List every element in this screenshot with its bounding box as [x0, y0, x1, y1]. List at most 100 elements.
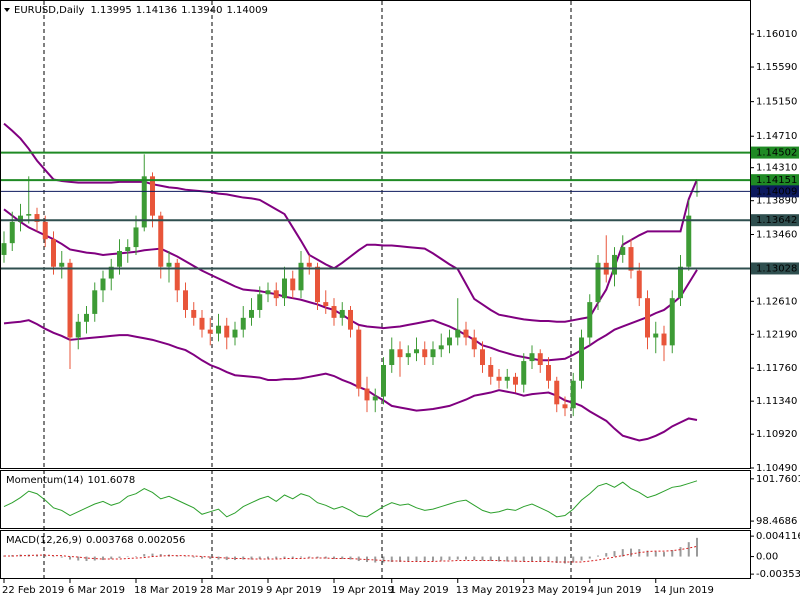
candle-body — [92, 290, 98, 314]
macd-bar — [126, 556, 129, 558]
x-tick-label: 18 Mar 2019 — [134, 585, 197, 596]
candle-body — [686, 215, 692, 267]
macd-bar — [646, 550, 649, 557]
candle-body — [496, 376, 502, 381]
candle-body — [108, 266, 114, 279]
bollinger-middle — [3, 208, 698, 362]
header-close: 1.14009 — [227, 5, 268, 16]
candle-body — [224, 325, 230, 338]
y-tick-label: 1.15150 — [756, 97, 797, 108]
y-tick-label: 1.15590 — [756, 62, 797, 73]
y-tick-label: 101.7601 — [756, 474, 800, 485]
header-low: 1.13940 — [181, 5, 222, 16]
macd-bar — [357, 556, 360, 562]
candle-body — [174, 262, 180, 291]
macd-bar — [93, 556, 96, 561]
macd-bar — [201, 556, 203, 559]
y-tick-label: 1.13460 — [756, 230, 797, 241]
macd-bar — [531, 556, 533, 562]
candle-body — [570, 380, 576, 409]
candle-body — [183, 290, 188, 310]
bollinger-upper — [3, 122, 698, 323]
candle-body — [315, 266, 320, 303]
macd-bar — [432, 556, 434, 562]
y-tick-label: 1.10490 — [756, 463, 797, 474]
x-tick-label: 1 May 2019 — [390, 585, 449, 596]
macd-signal-value: 0.002056 — [138, 535, 186, 546]
bollinger-lower — [3, 319, 698, 442]
candle-body — [323, 302, 329, 307]
collapse-icon — [4, 8, 10, 12]
momentum-line — [3, 480, 698, 518]
macd-bar — [621, 549, 624, 557]
candle-body — [125, 247, 131, 252]
candle-body — [67, 262, 73, 338]
candle-body — [141, 176, 147, 228]
y-tick-label: 1.11760 — [756, 363, 797, 374]
candle-body — [273, 290, 279, 299]
y-tick-label: -0.003539 — [756, 569, 800, 580]
macd-bar — [308, 556, 311, 558]
candle-body — [562, 404, 568, 409]
candle-body — [290, 278, 296, 291]
momentum-value: 101.6078 — [88, 475, 136, 486]
macd-bar — [36, 555, 38, 557]
macd-bar — [159, 554, 162, 557]
macd-bar — [522, 556, 525, 562]
candle-body — [150, 176, 155, 216]
level-label: 1.13642 — [756, 215, 797, 226]
candle-body — [75, 321, 81, 338]
candle-body — [9, 221, 15, 244]
level-box — [751, 214, 799, 227]
header-high: 1.14136 — [136, 5, 177, 16]
macd-bar — [242, 556, 245, 560]
macd-bar — [423, 556, 426, 562]
macd-bar — [184, 556, 187, 558]
macd-bar — [679, 547, 682, 557]
candle-body — [298, 262, 304, 291]
candle-body — [240, 317, 246, 330]
candle-body — [595, 262, 601, 303]
candle-body — [628, 247, 634, 271]
candle-body — [587, 302, 593, 338]
candle-body — [348, 309, 353, 330]
macd-bar — [44, 555, 47, 557]
macd-signal — [4, 545, 698, 563]
candle-body — [513, 376, 518, 385]
candle-body — [521, 361, 527, 385]
candle-body — [216, 325, 221, 334]
candle-body — [339, 309, 345, 318]
candle-body — [694, 191, 700, 193]
candle-body — [447, 337, 452, 346]
y-tick-label: 1.12610 — [756, 296, 797, 307]
candle-body — [381, 365, 386, 397]
candle-body — [331, 306, 337, 318]
candle-body — [678, 266, 683, 299]
macd-bar — [250, 556, 253, 560]
candle-body — [26, 214, 32, 216]
candle-body — [59, 262, 65, 267]
y-tick-label: 1.13890 — [756, 196, 797, 207]
candle-body — [306, 262, 312, 267]
y-tick-label: 1.10920 — [756, 429, 797, 440]
level-box — [751, 262, 799, 275]
macd-bar — [192, 556, 195, 558]
macd-bar — [85, 556, 88, 562]
candle-body — [282, 278, 287, 299]
x-tick-label: 13 May 2019 — [456, 585, 521, 596]
macd-bar — [687, 542, 690, 557]
macd-bar — [60, 556, 63, 558]
macd-panel — [0, 530, 751, 579]
candle-body — [463, 329, 469, 338]
macd-bar — [572, 556, 575, 563]
candle-body — [645, 298, 650, 338]
candle-body — [480, 349, 485, 366]
candle-body — [669, 298, 675, 346]
x-tick-label: 9 Apr 2019 — [266, 585, 321, 596]
candle-body — [653, 333, 659, 338]
macd-bar — [448, 556, 451, 561]
macd-bar — [52, 556, 55, 558]
y-tick-label: 98.4686 — [756, 516, 797, 527]
y-tick-label: 1.11340 — [756, 396, 797, 407]
